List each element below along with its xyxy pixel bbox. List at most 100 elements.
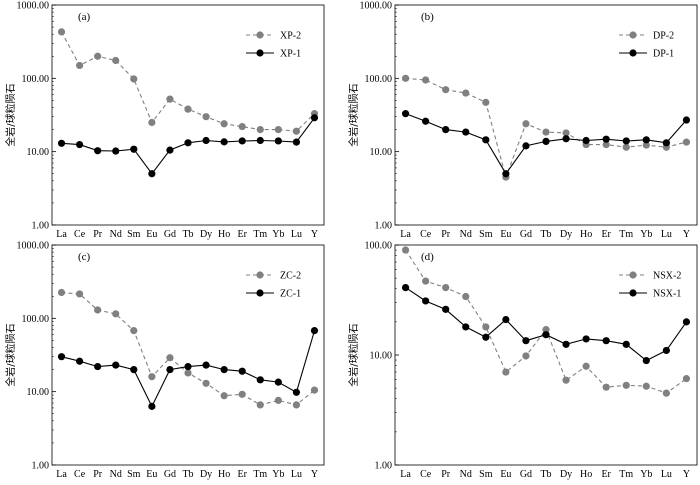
data-point-NSX-1-Lu — [662, 346, 670, 355]
data-point-XP-2-Dy — [202, 113, 210, 121]
x-tick-label: Lu — [661, 469, 672, 480]
panel-d: 1.00 10.00 100.00 La Ce Pr Nd Sm Eu Gd Tb Dy Ho Er Tm Y… — [347, 241, 698, 480]
data-point-ZC-2-Lu — [292, 401, 301, 409]
panel-b: 1.00 10.00 100.00 1000.00 La Ce Pr Nd Sm Eu Gd Tb Dy… — [347, 1, 698, 240]
data-point-NSX-2-Pr — [442, 283, 450, 292]
legend-marker — [256, 31, 264, 39]
x-tick-label: Er — [601, 229, 611, 240]
x-tick-label: Gd — [520, 469, 532, 480]
panel-label: (d) — [421, 251, 434, 263]
x-tick-label: Tm — [253, 469, 267, 480]
plot-frame — [51, 4, 325, 226]
x-tick-label: Nd — [460, 229, 472, 240]
x-tick-label: Sm — [127, 229, 141, 240]
legend-marker — [629, 271, 637, 279]
legend-marker — [256, 271, 264, 279]
x-tick-label: Yb — [272, 469, 284, 480]
data-point-NSX-2-Yb — [642, 382, 650, 390]
legend-marker — [256, 49, 264, 57]
data-point-DP-1-Nd — [462, 128, 470, 136]
data-point-XP-2-Lu — [292, 127, 301, 135]
data-point-NSX-2-Eu — [502, 368, 510, 376]
y-tick-label: 10.00 — [370, 351, 393, 362]
x-tick-label: Dy — [200, 229, 212, 240]
x-tick-label: La — [400, 229, 411, 240]
data-point-XP-2-Tb — [184, 105, 192, 113]
x-tick-label: Tm — [619, 229, 633, 240]
data-point-ZC-2-Yb — [274, 396, 282, 405]
data-point-XP-1-Pr — [94, 147, 102, 155]
x-tick-label: Y — [311, 469, 318, 480]
x-tick-label: Y — [683, 469, 690, 480]
data-point-NSX-1-Yb — [642, 356, 650, 365]
data-point-XP-1-Dy — [202, 136, 210, 145]
data-point-DP-2-Nd — [462, 89, 470, 97]
x-tick-label: Pr — [93, 469, 103, 480]
data-point-DP-1-La — [401, 110, 410, 118]
data-point-XP-1-Eu — [148, 170, 156, 178]
data-point-NSX-1-Y — [682, 318, 691, 326]
x-tick-label: Pr — [441, 229, 451, 240]
y-tick-label: 1.00 — [375, 461, 393, 472]
data-point-NSX-2-Sm — [482, 323, 490, 331]
data-point-ZC-1-Gd — [166, 365, 174, 374]
legend-label: NSX-2 — [653, 271, 681, 282]
data-point-XP-2-Er — [238, 122, 246, 131]
data-point-DP-1-Ho — [582, 136, 590, 145]
data-point-XP-1-Tm — [256, 136, 264, 145]
legend-label: XP-1 — [280, 49, 301, 60]
x-tick-label: Ho — [218, 469, 230, 480]
x-tick-label: Yb — [640, 469, 652, 480]
data-point-XP-1-Gd — [166, 146, 174, 154]
data-point-DP-2-Er — [602, 140, 610, 149]
data-point-DP-1-Tb — [542, 137, 550, 146]
x-tick-label: Ho — [580, 229, 592, 240]
x-tick-label: Ce — [74, 469, 86, 480]
data-point-DP-2-Pr — [442, 86, 450, 94]
x-tick-label: Eu — [500, 469, 511, 480]
data-point-DP-1-Pr — [442, 125, 450, 134]
x-tick-label: La — [56, 229, 67, 240]
data-point-ZC-1-Sm — [130, 365, 138, 374]
data-point-ZC-1-Dy — [202, 361, 210, 369]
y-tick-label: 1.00 — [32, 461, 50, 472]
data-point-DP-2-Dy — [562, 129, 570, 137]
data-point-XP-2-Ho — [220, 120, 228, 128]
x-tick-label: Eu — [146, 469, 157, 480]
panel-label: (a) — [78, 11, 91, 23]
data-point-XP-1-Er — [238, 137, 246, 145]
data-point-ZC-1-Lu — [292, 388, 301, 396]
data-point-XP-1-Y — [310, 114, 319, 122]
data-point-NSX-2-Dy — [562, 376, 570, 384]
data-point-XP-1-Yb — [274, 137, 282, 145]
data-point-DP-2-Tm — [622, 143, 630, 151]
data-point-ZC-1-Tb — [184, 362, 192, 371]
x-tick-label: Pr — [441, 469, 451, 480]
data-point-NSX-2-Tb — [542, 326, 550, 334]
data-point-ZC-2-Dy — [202, 379, 210, 387]
x-tick-label: Er — [237, 229, 247, 240]
panel-label: (c) — [78, 251, 91, 263]
data-point-NSX-2-Er — [602, 383, 610, 391]
x-tick-label: Dy — [560, 469, 572, 480]
legend-label: DP-2 — [653, 31, 674, 42]
x-tick-label: Ce — [420, 469, 432, 480]
x-tick-label: Lu — [291, 229, 302, 240]
data-point-DP-2-Gd — [522, 120, 530, 128]
data-point-NSX-2-Ce — [422, 277, 430, 285]
legend-label: NSX-1 — [653, 289, 681, 300]
x-tick-label: Yb — [640, 229, 652, 240]
x-tick-label: La — [56, 469, 67, 480]
data-point-ZC-2-Sm — [130, 327, 138, 335]
x-tick-label: Tb — [182, 229, 193, 240]
x-tick-label: Ce — [420, 229, 432, 240]
data-point-NSX-1-Pr — [442, 305, 450, 313]
data-point-DP-1-Y — [682, 116, 691, 124]
y-tick-label: 10.00 — [27, 387, 50, 398]
x-tick-label: Eu — [146, 229, 157, 240]
data-point-NSX-1-Tb — [542, 331, 550, 339]
data-point-ZC-1-Eu — [148, 402, 156, 410]
data-point-DP-2-Y — [682, 138, 691, 146]
data-point-NSX-2-Gd — [522, 352, 530, 360]
